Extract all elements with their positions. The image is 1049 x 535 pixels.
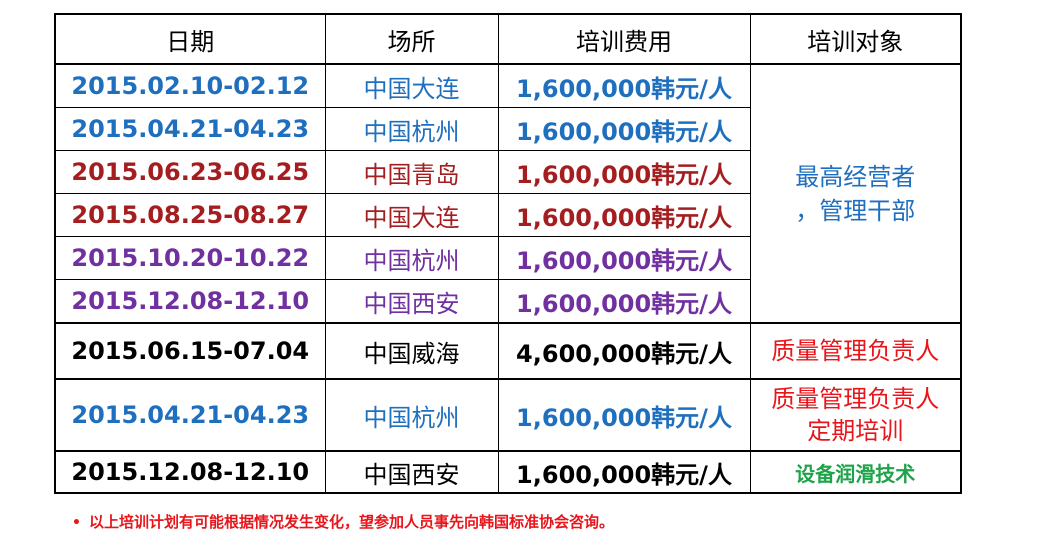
footnote: • 以上培训计划有可能根据情况发生变化，望参加人员事先向韩国标准协会咨询。 (72, 511, 614, 532)
target-executives: 最高经营者 ，管理干部 (749, 63, 962, 324)
target-executives-line2: ，管理干部 (795, 196, 916, 225)
table-row: 2015.04.21-04.23 中国杭州 1,600,000韩元/人 质量管理… (54, 378, 962, 452)
table-header-row: 日期 场所 培训费用 培训对象 (54, 13, 962, 65)
row-place: 中国大连 (324, 193, 499, 237)
table-row: 2015.02.10-02.12 中国大连 1,600,000韩元/人 最高经营… (54, 63, 962, 324)
target-lubrication: 设备润滑技术 (749, 450, 962, 494)
row-place: 中国杭州 (324, 236, 499, 280)
row-place: 中国西安 (324, 279, 499, 324)
header-place: 场所 (324, 13, 499, 65)
row-fee: 1,600,000韩元/人 (497, 279, 751, 324)
row-date: 2015.06.15-07.04 (54, 322, 326, 380)
table-row: 2015.12.08-12.10 中国西安 1,600,000韩元/人 设备润滑… (54, 450, 962, 494)
row-place: 中国大连 (324, 63, 499, 108)
row-fee: 1,600,000韩元/人 (497, 193, 751, 237)
row-date: 2015.12.08-12.10 (54, 279, 326, 324)
target-quality-manager: 质量管理负责人 (749, 322, 962, 380)
table-row: 2015.04.21-04.23 中国杭州 1,600,000韩元/人 (54, 107, 961, 151)
row-place: 中国青岛 (324, 150, 499, 194)
row-date: 2015.06.23-06.25 (54, 150, 326, 194)
training-schedule-table: 日期 场所 培训费用 培训对象 2015.02.10-02.12 中国大连 1,… (54, 13, 962, 494)
row-date: 2015.04.21-04.23 (54, 378, 326, 452)
row-fee: 1,600,000韩元/人 (497, 378, 751, 452)
header-fee: 培训费用 (497, 13, 751, 65)
footnote-text: 以上培训计划有可能根据情况发生变化，望参加人员事先向韩国标准协会咨询。 (88, 513, 614, 531)
target-quality-regular-line2: 定期培训 (807, 417, 904, 445)
table-row: 2015.06.15-07.04 中国威海 4,600,000韩元/人 质量管理… (54, 322, 962, 380)
row-place: 中国杭州 (324, 378, 499, 452)
row-place: 中国西安 (324, 450, 499, 494)
row-date: 2015.12.08-12.10 (54, 450, 326, 494)
row-date: 2015.08.25-08.27 (54, 193, 326, 237)
target-quality-regular: 质量管理负责人 定期培训 (749, 378, 962, 452)
target-quality-regular-line1: 质量管理负责人 (771, 385, 940, 413)
header-date: 日期 (54, 13, 326, 65)
row-date: 2015.02.10-02.12 (54, 63, 326, 108)
target-executives-line1: 最高经营者 (795, 162, 916, 191)
row-place: 中国杭州 (324, 107, 499, 151)
table-row: 2015.10.20-10.22 中国杭州 1,600,000韩元/人 (54, 236, 961, 280)
row-place: 中国威海 (324, 322, 499, 380)
header-target: 培训对象 (749, 13, 962, 65)
row-fee: 1,600,000韩元/人 (497, 107, 751, 151)
row-fee: 4,600,000韩元/人 (497, 322, 751, 380)
row-fee: 1,600,000韩元/人 (497, 150, 751, 194)
row-date: 2015.10.20-10.22 (54, 236, 326, 280)
row-date: 2015.04.21-04.23 (54, 107, 326, 151)
row-fee: 1,600,000韩元/人 (497, 236, 751, 280)
row-fee: 1,600,000韩元/人 (497, 63, 751, 108)
bullet-icon: • (72, 515, 81, 531)
table-row: 2015.12.08-12.10 中国西安 1,600,000韩元/人 (54, 279, 961, 324)
row-fee: 1,600,000韩元/人 (497, 450, 751, 494)
